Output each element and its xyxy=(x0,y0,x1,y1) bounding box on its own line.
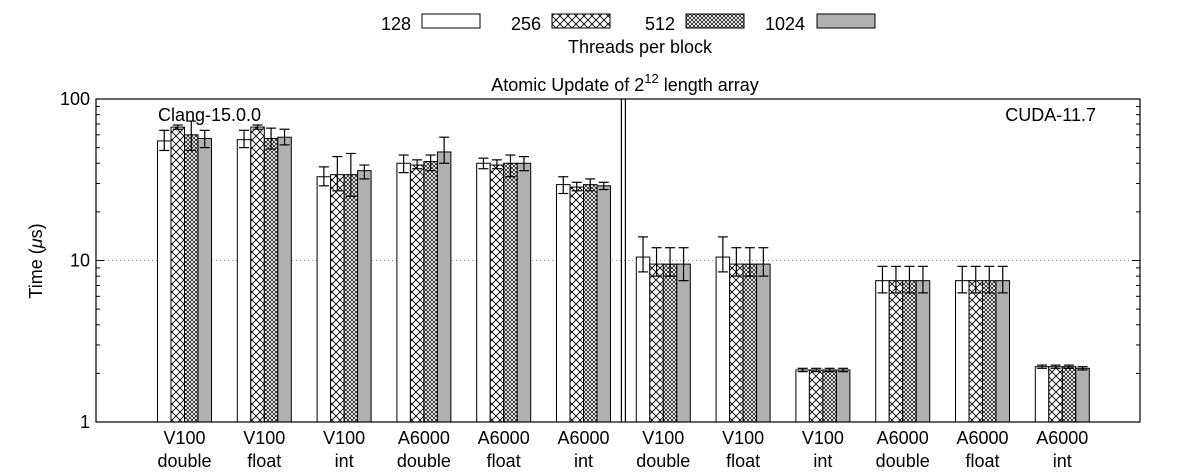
plot-frame xyxy=(95,98,1141,423)
x-tick-label-line1: V100 xyxy=(642,428,684,448)
y-tick-label: 100 xyxy=(60,89,90,109)
legend-label-256: 256 xyxy=(511,14,541,34)
x-tick-label-line1: A6000 xyxy=(956,428,1008,448)
bar-1024 xyxy=(756,263,771,423)
bar-256 xyxy=(250,126,265,423)
bar-256 xyxy=(1048,366,1063,423)
bar-1024 xyxy=(357,170,372,423)
x-tick-label-line2: int xyxy=(813,451,832,471)
bar-512 xyxy=(263,137,279,423)
x-tick-label-line1: A6000 xyxy=(478,428,530,448)
plot-area: 1 10 100 V100 double V100 float V100 int A6000 dou… xyxy=(60,89,1141,471)
legend-swatch-256 xyxy=(551,13,611,29)
legend-label-128: 128 xyxy=(381,14,411,34)
bar-1024 xyxy=(277,136,292,423)
bar-256 xyxy=(170,126,185,423)
y-axis-label-prefix: Time ( xyxy=(26,248,46,298)
bar-1024 xyxy=(516,162,532,423)
legend-swatch-128 xyxy=(421,13,481,29)
x-tick-label-line1: V100 xyxy=(722,428,764,448)
bar-1024 xyxy=(915,280,931,423)
x-tick-label-line1: A6000 xyxy=(1036,428,1088,448)
x-tick-label-line2: int xyxy=(574,451,593,471)
x-tick-label-line2: int xyxy=(335,451,354,471)
x-tick-label-line2: double xyxy=(157,451,211,471)
x-tick-label-line2: int xyxy=(1053,451,1072,471)
bar-512 xyxy=(1061,366,1077,423)
x-tick-label-line2: float xyxy=(487,451,521,471)
bar-512 xyxy=(184,134,199,423)
bar-128 xyxy=(1034,366,1050,423)
bar-512 xyxy=(822,369,837,423)
x-tick-label-line2: float xyxy=(965,451,999,471)
x-tick-label-line1: V100 xyxy=(243,428,285,448)
bar-256 xyxy=(649,263,664,423)
chart-title-exponent: 12 xyxy=(644,71,658,86)
legend-label-1024: 1024 xyxy=(765,14,805,34)
bar-128 xyxy=(476,162,491,423)
panel-label-clang: Clang-15.0.0 xyxy=(158,105,261,125)
bar-512 xyxy=(742,263,758,423)
bar-1024 xyxy=(995,280,1010,423)
x-tick-label-line1: A6000 xyxy=(877,428,929,448)
x-tick-label-line2: float xyxy=(726,451,760,471)
chart-title-suffix: length array xyxy=(659,75,759,95)
bar-1024 xyxy=(596,185,611,423)
bar-128 xyxy=(236,139,252,423)
bar-1024 xyxy=(676,263,691,423)
bar-256 xyxy=(968,280,983,423)
bar-128 xyxy=(157,140,172,423)
x-tick-label-line1: V100 xyxy=(323,428,365,448)
x-tick-label-line2: double xyxy=(636,451,690,471)
bar-128 xyxy=(875,280,890,423)
bar-512 xyxy=(343,174,359,423)
bar-128 xyxy=(635,256,651,423)
bar-512 xyxy=(583,184,598,423)
chart-title-prefix: Atomic Update of 2 xyxy=(491,75,644,95)
bar-512 xyxy=(503,162,518,423)
legend-swatch-512 xyxy=(685,13,745,29)
bar-256 xyxy=(569,186,584,423)
legend-label-512: 512 xyxy=(645,14,675,34)
legend-swatch-1024 xyxy=(816,13,876,29)
legend: 128 256 512 1024 Threads per block xyxy=(381,13,876,57)
bar-128 xyxy=(556,184,571,423)
bar-256 xyxy=(330,174,345,423)
bar-1024 xyxy=(436,151,452,423)
x-tick-label-line1: A6000 xyxy=(557,428,609,448)
bar-1024 xyxy=(835,369,851,423)
y-tick-label: 10 xyxy=(70,251,90,271)
y-axis-label-suffix: s) xyxy=(26,223,46,238)
bar-256 xyxy=(729,263,744,423)
bar-128 xyxy=(396,162,411,423)
x-tick-label-line2: double xyxy=(397,451,451,471)
bar-128 xyxy=(795,369,810,423)
x-tick-label-line1: A6000 xyxy=(398,428,450,448)
bar-256 xyxy=(489,164,505,423)
bar-1024 xyxy=(1075,367,1090,423)
bar-512 xyxy=(423,161,438,423)
bar-256 xyxy=(888,280,904,423)
chart-title: Atomic Update of 212 length array xyxy=(491,71,759,95)
y-axis-label-mu: μ xyxy=(26,238,46,249)
x-tick-label-line1: V100 xyxy=(802,428,844,448)
y-axis-label: Time (μs) xyxy=(26,223,46,298)
x-tick-label-line2: double xyxy=(876,451,930,471)
bar-256 xyxy=(808,369,824,423)
bar-256 xyxy=(409,164,425,423)
bar-512 xyxy=(982,280,997,423)
y-tick-label: 1 xyxy=(80,412,90,432)
x-tick-label-line2: float xyxy=(247,451,281,471)
x-tick-label-line1: V100 xyxy=(163,428,205,448)
bar-512 xyxy=(902,280,917,423)
legend-title: Threads per block xyxy=(568,37,713,57)
bar-512 xyxy=(662,263,678,423)
bar-1024 xyxy=(197,137,212,423)
bar-128 xyxy=(715,256,731,423)
panel-label-cuda: CUDA-11.7 xyxy=(1005,105,1096,125)
bar-128 xyxy=(955,280,970,423)
bar-128 xyxy=(316,176,332,423)
